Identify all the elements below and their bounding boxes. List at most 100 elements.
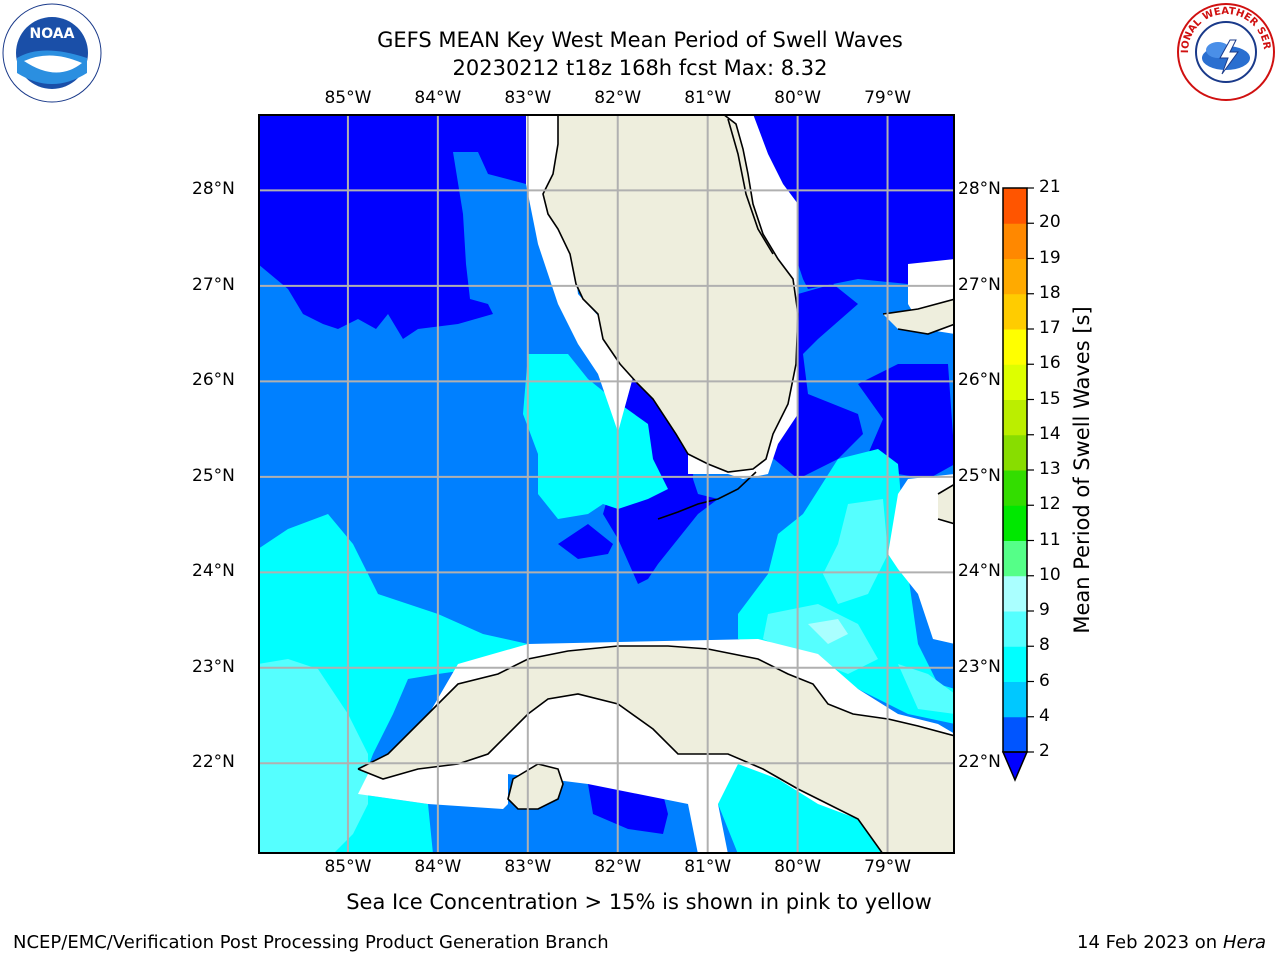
colorbar-band	[1003, 681, 1027, 718]
coastline-isle-of-youth	[507, 763, 564, 810]
band-lt2-region-bahamas	[858, 364, 955, 479]
lon-label-bottom: 85°W	[324, 857, 372, 877]
lon-label-bottom: 82°W	[594, 857, 642, 877]
coastline-bahamas	[882, 298, 955, 335]
land-layer	[358, 114, 955, 854]
band-6-8-region-east-3	[898, 664, 955, 714]
colorbar-band	[1003, 399, 1027, 436]
lat-label-left: 26°N	[192, 370, 235, 391]
colorbar-band	[1003, 540, 1027, 577]
band-lt2-region-east	[753, 114, 955, 289]
colorbar-band	[1003, 329, 1027, 365]
chart-title: GEFS MEAN Key West Mean Period of Swell …	[377, 28, 903, 52]
lat-label-right: 28°N	[958, 179, 1001, 200]
colorbar-band	[1003, 470, 1027, 506]
sea-ice-note: Sea Ice Concentration > 15% is shown in …	[346, 890, 932, 914]
colorbar-band	[1003, 293, 1027, 330]
coastline-cuba-south	[357, 693, 955, 854]
land-isle-of-youth	[508, 764, 563, 809]
lat-label-right: 24°N	[958, 561, 1001, 582]
land-florida	[543, 114, 798, 472]
graticule-layer	[258, 114, 955, 854]
colorbar-label: Mean Period of Swell Waves [s]	[1070, 306, 1094, 634]
land-andros-island	[938, 484, 955, 524]
colorbar-band	[1003, 646, 1027, 682]
coastline-cuba	[357, 645, 955, 770]
band-lt2-region-gulf-north	[258, 114, 526, 339]
footer-machine: Hera	[1222, 932, 1266, 953]
noaa-logo-text: NOAA	[30, 26, 75, 42]
colorbar-tick-label: 16	[1039, 353, 1061, 374]
footer-date-text: 14 Feb 2023 on	[1077, 932, 1218, 953]
coastline-layer	[357, 114, 955, 854]
coastline-florida	[542, 114, 799, 473]
colorbar-tick-label: 21	[1039, 177, 1061, 197]
colorbar-tick-label: 4	[1039, 705, 1050, 726]
colorbar-tick-label: 12	[1039, 494, 1061, 515]
band-6-8-region-east	[823, 499, 888, 604]
nws-logo-icon: NATIONAL WEATHER SERVICE	[1172, 0, 1275, 101]
band-6-8-region-southwest	[258, 659, 368, 854]
colorbar-tick-label: 10	[1039, 564, 1061, 585]
lon-label-bottom: 81°W	[684, 857, 732, 877]
lat-label-right: 23°N	[958, 656, 1001, 677]
lon-label-bottom: 84°W	[414, 857, 462, 877]
colorbar-tick-label: 2	[1039, 741, 1050, 761]
lat-label-left: 22°N	[192, 752, 235, 773]
land-bahamas-north	[883, 299, 955, 334]
colorbar-band	[1003, 188, 1027, 224]
colorbar-tick-label: 9	[1039, 600, 1050, 620]
band-lt2-region-straits	[768, 284, 863, 479]
lon-label-bottom: 80°W	[774, 857, 822, 877]
colorbar-tick-label: 8	[1039, 635, 1050, 656]
lat-label-right: 22°N	[958, 752, 1001, 773]
band-lt2-region-keys	[558, 524, 613, 559]
colorbar-band	[1003, 611, 1027, 647]
lon-label-top: 82°W	[594, 88, 642, 108]
colorbar-ticks	[1027, 187, 1034, 753]
colorbar-tick-label: 11	[1039, 529, 1061, 550]
colorbar-band	[1003, 575, 1027, 612]
colorbar-under-triangle	[1001, 751, 1029, 782]
lat-label-left: 25°N	[192, 465, 235, 486]
lat-label-left: 27°N	[192, 274, 235, 295]
noaa-logo-icon: NOAA	[2, 3, 102, 103]
colorbar-band	[1003, 505, 1027, 541]
colorbar-band	[1003, 434, 1027, 471]
lat-label-left: 28°N	[192, 179, 235, 200]
lon-label-top: 80°W	[774, 88, 822, 108]
colorbar-bands	[1001, 187, 1029, 782]
colorbar-tick-label: 14	[1039, 423, 1061, 444]
land-cuba	[358, 646, 955, 854]
colorbar-tick-label: 19	[1039, 247, 1061, 268]
lat-label-right: 26°N	[958, 370, 1001, 391]
lat-label-left: 23°N	[192, 656, 235, 677]
lon-label-bottom: 79°W	[864, 857, 912, 877]
lon-label-top: 83°W	[504, 88, 552, 108]
colorbar-tick-label: 13	[1039, 459, 1061, 479]
lat-label-left: 24°N	[192, 561, 235, 582]
colorbar-tick-label: 20	[1039, 212, 1061, 233]
colorbar-band	[1003, 364, 1027, 400]
band-6-8-region-east-2	[763, 604, 878, 674]
lon-label-bottom: 83°W	[504, 857, 552, 877]
map-frame	[258, 114, 955, 854]
lat-label-right: 27°N	[958, 274, 1001, 295]
colorbar-tick-label: 15	[1039, 388, 1061, 409]
band-4-6-region-cuba-south	[718, 759, 883, 854]
colorbar-band	[1003, 223, 1027, 259]
lat-label-right: 25°N	[958, 465, 1001, 486]
band-8-9-region-east	[808, 619, 848, 644]
lon-label-top: 81°W	[684, 88, 732, 108]
lon-label-top: 85°W	[324, 88, 372, 108]
noaa-logo: NOAA	[2, 3, 102, 103]
colorbar-tick-label: 6	[1039, 670, 1050, 691]
chart-subtitle: 20230212 t18z 168h fcst Max: 8.32	[452, 56, 828, 80]
lon-label-top: 79°W	[864, 88, 912, 108]
footer-branch: NCEP/EMC/Verification Post Processing Pr…	[13, 932, 609, 953]
colorbar-band	[1003, 258, 1027, 295]
coastline-florida-lagoon	[727, 118, 774, 255]
colorbar	[1001, 187, 1034, 782]
colorbar-tick-label: 17	[1039, 318, 1061, 338]
nws-logo: NATIONAL WEATHER SERVICE	[1172, 0, 1276, 102]
